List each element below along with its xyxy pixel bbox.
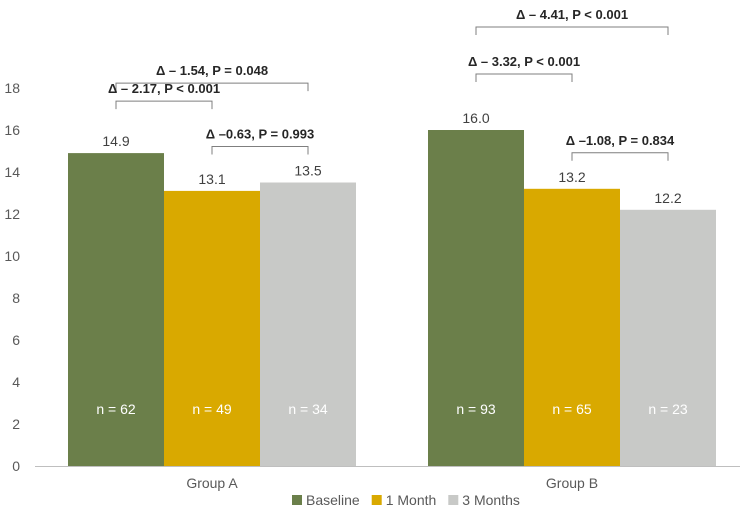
bar-n-label: n = 65 [552,401,592,417]
legend-swatch [448,495,459,505]
y-tick-label: 16 [4,122,20,138]
y-tick-label: 14 [4,164,20,180]
bar-n-label: n = 34 [288,401,328,417]
bar-n-label: n = 23 [648,401,688,417]
y-tick-label: 6 [12,332,20,348]
bar-3-months [620,209,716,467]
bar-1-month [524,188,620,467]
bar-3-months [260,182,356,466]
significance-bracket [115,82,309,92]
x-category-label: Group B [546,475,598,491]
bar-n-label: n = 93 [456,401,496,417]
legend-swatch [371,495,382,505]
y-tick-label: 8 [12,290,20,306]
significance-bracket [475,26,669,35]
significance-label: Δ – 4.41, P < 0.001 [516,7,628,22]
x-category-label: Group A [186,475,238,491]
y-tick-label: 2 [12,416,20,432]
bar-baseline [428,130,524,466]
y-tick-label: 10 [4,248,20,264]
legend-label: 1 Month [386,492,437,508]
significance-label: Δ – 1.54, P = 0.048 [156,63,268,78]
bar-n-label: n = 62 [96,401,136,417]
significance-bracket [571,152,669,161]
legend-label: Baseline [306,492,360,508]
bar-value-label: 16.0 [462,110,489,126]
y-tick-label: 18 [4,80,20,96]
significance-label: Δ – 3.32, P < 0.001 [468,54,580,69]
legend-label: 3 Months [462,492,520,508]
bar-value-label: 13.5 [294,163,321,179]
legend-swatch [292,495,302,505]
bar-value-label: 13.2 [558,169,585,185]
bar-n-label: n = 49 [192,401,232,417]
significance-bracket [475,73,573,82]
significance-label: Δ –1.08, P = 0.834 [566,133,675,148]
significance-label: Δ –0.63, P = 0.993 [206,127,315,142]
y-tick-label: 0 [12,458,20,474]
bar-value-label: 14.9 [102,133,129,149]
significance-label: Δ – 2.17, P < 0.001 [108,81,220,96]
bar-value-label: 12.2 [654,190,681,206]
bar-1-month [164,190,260,466]
bar-baseline [68,153,164,466]
bar-value-label: 13.1 [198,171,225,187]
y-tick-label: 12 [4,206,20,222]
y-tick-label: 4 [12,374,20,390]
significance-bracket [211,146,309,155]
significance-bracket [115,100,213,110]
